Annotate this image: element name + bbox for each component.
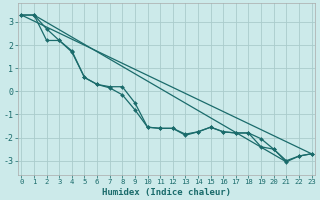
X-axis label: Humidex (Indice chaleur): Humidex (Indice chaleur)	[102, 188, 231, 197]
